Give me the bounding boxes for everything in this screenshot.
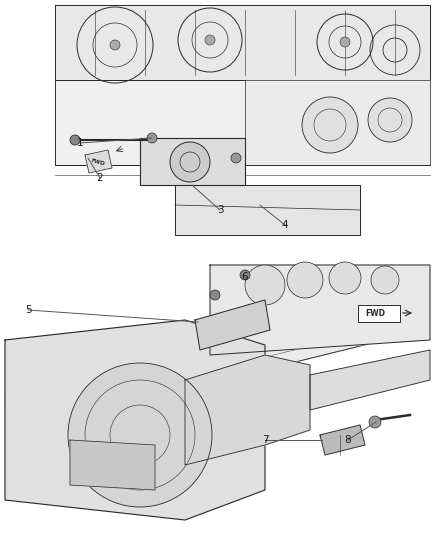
Text: FWD: FWD (365, 309, 385, 318)
Polygon shape (320, 425, 365, 455)
Circle shape (231, 153, 241, 163)
Text: 5: 5 (25, 305, 31, 315)
Text: 6: 6 (242, 272, 248, 282)
Polygon shape (310, 350, 430, 410)
Text: 4: 4 (282, 220, 288, 230)
Circle shape (205, 35, 215, 45)
Circle shape (240, 270, 250, 280)
Text: 3: 3 (217, 205, 223, 215)
Polygon shape (70, 440, 155, 490)
Circle shape (302, 97, 358, 153)
Circle shape (329, 262, 361, 294)
Polygon shape (5, 320, 265, 520)
Text: 1: 1 (77, 138, 83, 148)
Polygon shape (175, 185, 360, 235)
Circle shape (170, 142, 210, 182)
Circle shape (371, 266, 399, 294)
Circle shape (68, 363, 212, 507)
Circle shape (147, 133, 157, 143)
Text: 7: 7 (261, 435, 268, 445)
Circle shape (287, 262, 323, 298)
Circle shape (210, 290, 220, 300)
Polygon shape (55, 80, 430, 165)
Circle shape (245, 265, 285, 305)
Polygon shape (185, 355, 310, 465)
Polygon shape (85, 150, 112, 173)
Polygon shape (210, 265, 430, 355)
Text: 2: 2 (97, 173, 103, 183)
Polygon shape (358, 305, 400, 322)
Polygon shape (55, 5, 430, 80)
Text: FWD: FWD (90, 158, 106, 166)
Polygon shape (5, 305, 425, 430)
Circle shape (368, 98, 412, 142)
Text: 8: 8 (345, 435, 351, 445)
Circle shape (369, 416, 381, 428)
Circle shape (110, 40, 120, 50)
Polygon shape (140, 138, 245, 185)
Circle shape (340, 37, 350, 47)
Circle shape (70, 135, 80, 145)
Polygon shape (195, 300, 270, 350)
Polygon shape (245, 80, 430, 165)
